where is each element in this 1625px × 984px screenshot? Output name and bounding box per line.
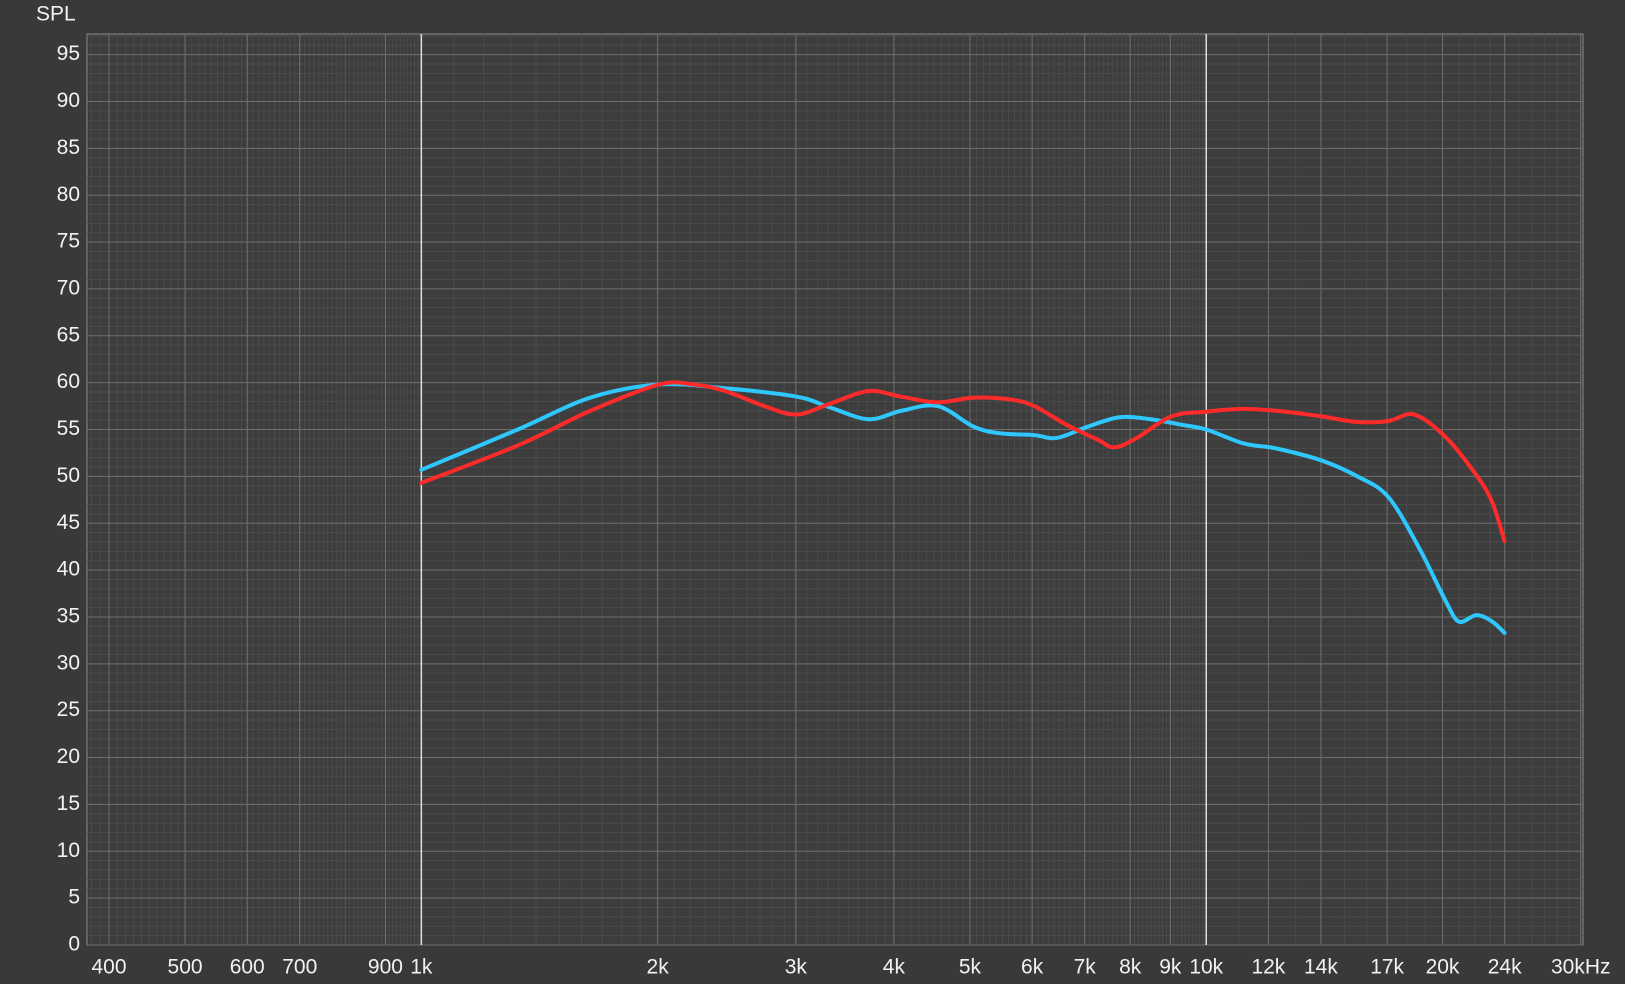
x-tick-label: 9k <box>1159 956 1182 979</box>
series-line <box>419 382 1507 635</box>
plot-area <box>86 33 1584 946</box>
x-tick-label: 5k <box>959 956 982 979</box>
y-tick-label: 90 <box>57 89 80 112</box>
y-tick-label: 30 <box>57 651 80 674</box>
x-tick-label: 600 <box>230 956 265 979</box>
y-tick-label: 55 <box>57 417 80 440</box>
x-tick-label: 4k <box>883 956 906 979</box>
x-tick-label: 14k <box>1304 956 1338 979</box>
x-tick-label: 10k <box>1189 956 1223 979</box>
x-tick-label: 1k <box>410 956 433 979</box>
x-tick-label: 7k <box>1074 956 1097 979</box>
y-tick-label: 35 <box>57 605 80 628</box>
y-tick-label: 65 <box>57 323 80 346</box>
y-tick-label: 10 <box>57 839 80 862</box>
x-tick-label: 17k <box>1370 956 1404 979</box>
x-tick-label: 400 <box>91 956 126 979</box>
y-tick-label: 85 <box>57 136 80 159</box>
y-tick-label: 40 <box>57 558 80 581</box>
x-tick-label: 2k <box>647 956 670 979</box>
y-tick-label: 50 <box>57 464 80 487</box>
y-tick-label: 75 <box>57 230 80 253</box>
y-tick-label: 45 <box>57 511 80 534</box>
y-tick-label: 0 <box>68 933 80 956</box>
x-tick-label: 24k <box>1488 956 1522 979</box>
x-tick-label: 900 <box>368 956 403 979</box>
x-tick-label: 30kHz <box>1551 956 1611 979</box>
x-tick-label: 12k <box>1251 956 1285 979</box>
x-tick-label: 500 <box>168 956 203 979</box>
y-tick-label: 80 <box>57 183 80 206</box>
x-tick-label: 3k <box>785 956 808 979</box>
y-tick-label: 25 <box>57 698 80 721</box>
y-axis-label: SPL <box>36 3 76 26</box>
y-tick-label: 95 <box>57 42 80 65</box>
y-tick-label: 15 <box>57 792 80 815</box>
y-tick-label: 70 <box>57 276 80 299</box>
y-tick-label: 5 <box>68 886 80 909</box>
y-tick-label: 60 <box>57 370 80 393</box>
x-tick-label: 700 <box>282 956 317 979</box>
series-line <box>419 380 1507 544</box>
y-tick-label: 20 <box>57 745 80 768</box>
x-tick-label: 8k <box>1119 956 1142 979</box>
x-tick-label: 6k <box>1021 956 1044 979</box>
x-tick-label: 20k <box>1426 956 1460 979</box>
